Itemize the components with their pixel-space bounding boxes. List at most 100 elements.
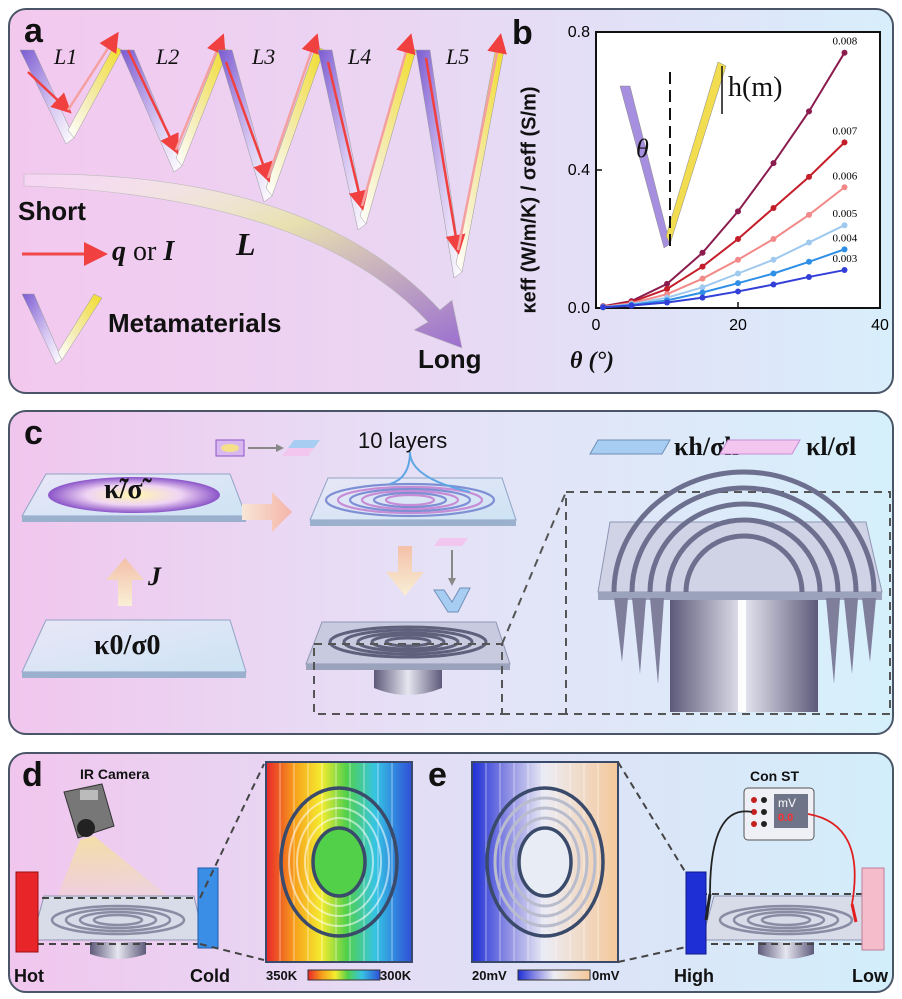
inset-h-label: h(m)	[728, 72, 783, 103]
q-or-I-label: q or I	[112, 236, 174, 268]
voltage-scale-max: 0mV	[592, 968, 620, 983]
series-0-point-6	[806, 108, 812, 115]
zoomed-cross-section	[597, 469, 883, 712]
series-5-point-7	[841, 267, 848, 274]
long-label: Long	[418, 344, 482, 374]
v-metamaterial-4	[317, 33, 417, 231]
series-0-point-7	[841, 49, 848, 56]
current-J-label: J	[148, 562, 161, 591]
series-3-point-4	[735, 270, 741, 277]
series-line-2	[602, 186, 846, 308]
panel-ab: a b	[8, 8, 894, 394]
series-label-2: 0.006	[833, 170, 858, 182]
length-label-5: L5	[446, 44, 470, 69]
series-0-point-3	[699, 249, 706, 256]
series-label-1: 0.007	[833, 125, 858, 137]
series-1-point-2	[664, 286, 670, 293]
length-label-2: L2	[156, 44, 180, 69]
cloak-ellipse	[48, 477, 220, 513]
effective-kappa-label: κ̃/σ̃	[104, 474, 143, 505]
metamaterials-label: Metamaterials	[108, 308, 282, 338]
series-2-point-3	[699, 275, 706, 282]
panel-a-illustration	[19, 31, 507, 365]
series-1-point-3	[699, 263, 706, 270]
y-tick-label-2: 0.8	[568, 24, 590, 41]
panel-d-label: d	[22, 756, 43, 794]
series-line-0	[602, 52, 846, 308]
voltage-scale-min: 20mV	[472, 968, 507, 983]
L-label: L	[236, 226, 256, 262]
v-metamaterial-2	[119, 33, 229, 173]
series-line-3	[603, 224, 845, 308]
low-label: Low	[852, 966, 888, 986]
short-label: Short	[18, 196, 86, 226]
series-line-1	[602, 141, 846, 308]
panel-c-label: c	[24, 414, 43, 452]
length-label-3: L3	[252, 44, 276, 69]
high-reservoir	[685, 871, 707, 955]
background-kappa-label: κ0/σ0	[94, 630, 161, 661]
x-tick-label-0: 0	[592, 317, 601, 334]
series-1-point-6	[806, 173, 812, 180]
series-label-5: 0.003	[833, 253, 858, 265]
or-label: or	[133, 236, 157, 267]
y-tick-label-1: 0.4	[568, 162, 590, 179]
v-metamaterial-1	[19, 31, 123, 145]
hot-label: Hot	[14, 966, 44, 986]
q-label: q	[112, 236, 126, 267]
ir-camera-label: IR Camera	[80, 766, 150, 782]
series-line-5	[603, 269, 845, 309]
ir-camera-icon	[63, 783, 115, 839]
panel-e-label: e	[428, 756, 447, 794]
series-1-point-7	[841, 139, 848, 146]
hot-reservoir	[15, 871, 39, 953]
series-label-3: 0.005	[833, 208, 858, 220]
panel-c: c	[8, 410, 894, 735]
x-tick-label-1: 20	[729, 317, 747, 334]
series-0-point-2	[664, 280, 670, 287]
v-metamaterial-3	[217, 33, 325, 203]
thermal-scale-min: 350K	[266, 968, 298, 983]
thermal-colorbar	[307, 969, 381, 981]
x-axis-label: θ (°)	[570, 348, 615, 374]
chart-b: 0 20 40 0.0 0.4 0.8 0.008 0.007 0.006 0.005 0.004 0…	[568, 24, 889, 334]
series-3-point-6	[806, 239, 812, 246]
length-label-1: L1	[54, 44, 78, 69]
series-label-4: 0.004	[833, 232, 858, 244]
length-arrow	[23, 173, 463, 349]
I-label: I	[163, 236, 175, 267]
series-label-0: 0.008	[833, 36, 858, 48]
series-3-point-3	[699, 284, 706, 291]
kappa-l-label: κl/σl	[806, 432, 857, 461]
panel-b-label: b	[512, 14, 533, 52]
voltmeter-unit: mV	[778, 796, 796, 810]
series-5-point-1	[628, 302, 635, 309]
layered-rings	[324, 482, 496, 518]
y-axis-label: κeff (W/m/K) / σeff (S/m)	[518, 86, 541, 314]
series-5-point-5	[770, 281, 777, 288]
x-tick-label-2: 40	[871, 317, 889, 334]
series-5-point-0	[600, 304, 607, 311]
series-2-point-4	[735, 256, 741, 263]
series-3-point-5	[770, 256, 777, 263]
ten-layers-label: 10 layers	[358, 428, 448, 453]
series-2-point-5	[770, 236, 777, 242]
y-tick-label-0: 0.0	[568, 300, 590, 317]
series-0-point-5	[770, 160, 777, 167]
series-5-point-6	[806, 273, 812, 280]
voltage-colorbar	[517, 969, 591, 981]
panel-de: d e	[8, 752, 894, 993]
voltmeter-label: Con ST	[750, 768, 799, 784]
low-reservoir	[861, 867, 885, 951]
voltmeter-value: 0.0	[778, 812, 794, 824]
panel-de-illustration	[15, 761, 885, 981]
series-4-point-4	[735, 280, 741, 287]
series-4-point-5	[770, 270, 777, 277]
series-2-point-7	[841, 184, 848, 191]
v-metamaterial-5	[415, 33, 507, 279]
series-5-point-4	[735, 288, 741, 295]
series-2-point-6	[806, 211, 812, 218]
series-5-point-2	[664, 299, 670, 306]
cold-label: Cold	[190, 966, 230, 986]
series-4-point-7	[841, 246, 848, 253]
